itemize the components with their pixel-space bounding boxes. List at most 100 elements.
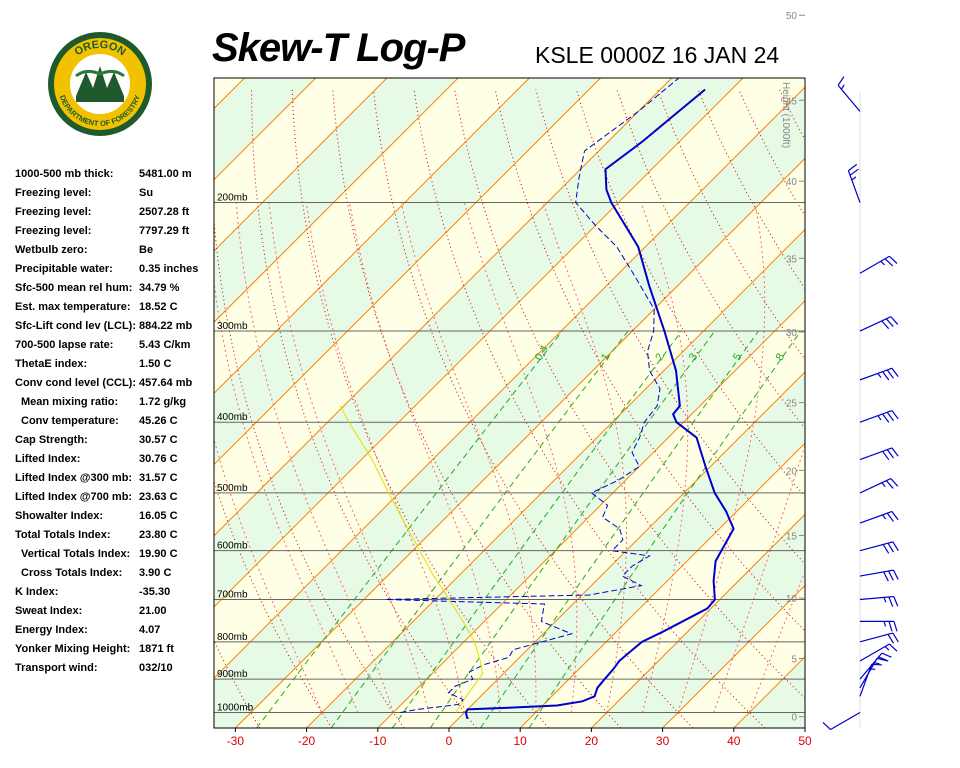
dry-adiabat xyxy=(861,90,960,729)
stat-value: 032/10 xyxy=(139,662,173,674)
stat-value: 0.35 inches xyxy=(139,263,199,275)
x-tick-label: 10 xyxy=(514,734,528,748)
stat-label: Conv temperature: xyxy=(21,415,119,427)
wind-barb-feather xyxy=(849,168,859,176)
dry-adiabat xyxy=(332,89,622,728)
dry-adiabat xyxy=(291,89,549,728)
wind-barb-staff xyxy=(859,569,894,577)
stat-label: 1000-500 mb thick: xyxy=(15,168,114,180)
stat-value: Be xyxy=(139,244,154,256)
stat-value: 2507.28 ft xyxy=(139,206,190,218)
stat-label: Showalter Index: xyxy=(15,510,104,522)
stat-value: -35.30 xyxy=(139,586,171,598)
stat-value: 34.79 % xyxy=(139,282,180,294)
wind-barb-staff xyxy=(859,664,873,697)
isotherm-line xyxy=(591,513,805,728)
isotherm-line xyxy=(519,442,805,728)
wind-barb xyxy=(859,632,899,644)
stat-label: Energy Index: xyxy=(15,624,88,636)
height-tick-label: 5 xyxy=(791,654,797,665)
dry-adiabat xyxy=(372,89,694,728)
wind-barb-feather xyxy=(881,652,892,658)
isotherm-line xyxy=(214,78,245,110)
stat-value: 23.63 C xyxy=(139,491,178,503)
wind-barb-feather xyxy=(822,721,831,730)
stat-label: Total Totals Index: xyxy=(15,529,111,541)
height-tick-label: 50 xyxy=(786,11,798,22)
wind-barb-half-feather xyxy=(884,646,890,651)
wind-barb-half-feather xyxy=(877,415,882,421)
stat-label: Sfc-Lift cond lev (LCL): xyxy=(15,320,136,332)
wind-barb-feather xyxy=(882,450,890,461)
wind-barb-feather xyxy=(886,512,894,522)
pressure-tick-label: 700mb xyxy=(217,590,248,601)
wind-barb-feather xyxy=(886,449,894,459)
stat-label: Lifted Index @300 mb: xyxy=(15,472,133,484)
stat-label: Mean mixing ratio: xyxy=(21,396,119,408)
wind-barb-feather xyxy=(888,596,894,607)
isotherm-line xyxy=(214,78,601,466)
dry-adiabat xyxy=(901,90,960,729)
stat-value: 1.72 g/kg xyxy=(139,396,187,408)
wind-barb xyxy=(859,255,898,274)
wind-barbs xyxy=(822,76,899,731)
wind-barb-staff xyxy=(859,255,890,274)
stat-label: Freezing level: xyxy=(15,225,92,237)
wind-barb-staff xyxy=(859,643,890,662)
wind-barb-half-feather xyxy=(840,84,845,90)
mixing-ratio-label: 1 xyxy=(599,351,612,362)
height-tick-label: 15 xyxy=(786,531,798,542)
stat-value: 884.22 mb xyxy=(139,320,193,332)
isotherm-line xyxy=(214,78,388,252)
wind-barb xyxy=(859,569,899,582)
wind-barb-feather xyxy=(893,596,899,607)
zero-isotherm xyxy=(448,371,805,728)
pressure-tick-label: 400mb xyxy=(217,412,248,423)
x-tick-label: -10 xyxy=(369,734,387,748)
moist-adiabat xyxy=(463,202,578,713)
wind-barb xyxy=(859,367,899,381)
wind-barb-feather xyxy=(885,318,894,327)
stat-label: Wetbulb zero: xyxy=(15,244,88,256)
pressure-tick-label: 200mb xyxy=(217,193,248,204)
moist-adiabat xyxy=(400,202,537,713)
isotherm-line xyxy=(214,78,673,537)
plot-area xyxy=(214,78,960,729)
wind-barb-staff xyxy=(859,632,893,643)
wind-barb-staff xyxy=(859,595,894,601)
stat-value: 31.57 C xyxy=(139,472,178,484)
stat-value: Su xyxy=(139,187,154,199)
wind-barb-feather xyxy=(890,478,899,487)
x-tick-label: -20 xyxy=(298,734,316,748)
stat-label: Cross Totals Index: xyxy=(21,567,123,579)
wind-barb-feather xyxy=(889,643,898,652)
height-tick-label: 25 xyxy=(786,399,798,410)
isotherm-line xyxy=(214,78,744,608)
height-tick-label: 45 xyxy=(786,96,798,107)
wind-barb-feather xyxy=(892,569,899,580)
pressure-tick-label: 800mb xyxy=(217,632,248,643)
wind-barb-feather xyxy=(892,632,899,643)
stat-value: 5.43 C/km xyxy=(139,339,191,351)
stat-value: 1.50 C xyxy=(139,358,172,370)
parcel-line xyxy=(339,405,484,713)
dry-adiabat xyxy=(214,639,261,728)
stat-label: Lifted Index @700 mb: xyxy=(15,491,133,503)
wind-barb xyxy=(859,643,898,662)
stat-value: 1871 ft xyxy=(139,643,174,655)
temperature-line xyxy=(464,88,735,720)
dry-adiabat xyxy=(942,90,960,729)
x-tick-label: 40 xyxy=(727,734,741,748)
wind-barb-feather xyxy=(887,542,895,553)
stat-label: ThetaE index: xyxy=(15,358,88,370)
dry-adiabat xyxy=(214,215,405,728)
wind-barb-half-feather xyxy=(874,662,880,665)
station-time-label: KSLE 0000Z 16 JAN 24 xyxy=(535,42,780,68)
stat-value: 4.07 xyxy=(139,624,161,636)
isotherm-line xyxy=(235,157,805,728)
isotherm-line xyxy=(804,727,805,728)
wind-barb-half-feather xyxy=(882,514,887,520)
stat-value: 457.64 mb xyxy=(139,377,193,389)
stat-value: 45.26 C xyxy=(139,415,178,427)
wind-barb xyxy=(859,447,899,461)
